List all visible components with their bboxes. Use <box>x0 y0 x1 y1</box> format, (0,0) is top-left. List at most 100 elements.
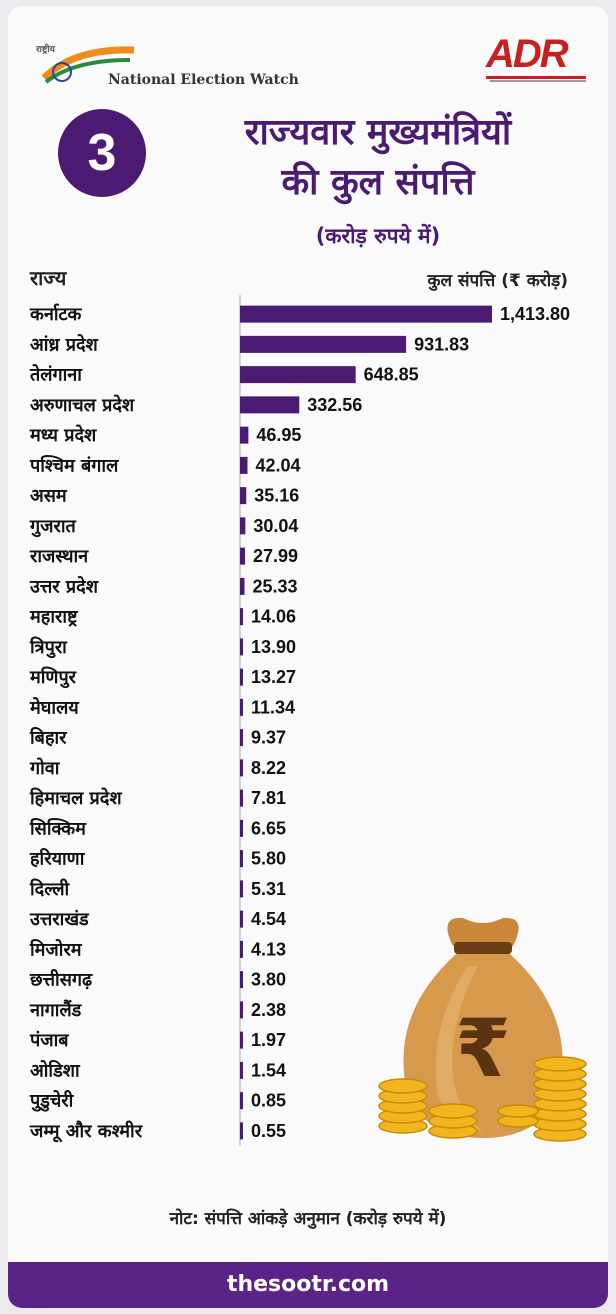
bar <box>240 517 246 535</box>
value-label: 1.97 <box>251 1030 286 1050</box>
bar <box>240 1031 243 1049</box>
category-label: मेघालय <box>29 696 80 718</box>
bar <box>240 366 356 384</box>
bar <box>240 789 243 807</box>
column-header-assets: कुल संपत्ति (₹ करोड़) <box>427 271 568 291</box>
category-label: मध्य प्रदेश <box>29 424 97 446</box>
bar <box>240 1061 243 1079</box>
category-label: मिजोरम <box>29 938 83 960</box>
bar <box>240 547 245 565</box>
section-number-badge: 3 <box>58 109 146 197</box>
footer-website: thesootr.com <box>8 1262 608 1308</box>
value-label: 13.90 <box>251 637 296 657</box>
assets-bar-chart: कर्नाटक 1,413.80 आंध्र प्रदेश 931.83 तेलंगान… <box>29 295 570 1146</box>
bar <box>240 759 243 777</box>
bar <box>240 305 492 323</box>
page-subtitle: (करोड़ रुपये में) <box>315 224 441 248</box>
value-label: 3.80 <box>251 970 286 990</box>
category-label: त्रिपुरा <box>29 636 68 659</box>
adr-subline <box>490 80 586 82</box>
rupee-symbol: ₹ <box>455 1002 511 1095</box>
bar <box>240 335 407 353</box>
category-label: ओडिशा <box>30 1059 81 1081</box>
value-label: 332.56 <box>307 395 362 415</box>
category-label: पुडुचेरी <box>29 1090 75 1113</box>
value-label: 1.54 <box>251 1060 286 1080</box>
value-label: 14.06 <box>251 607 296 627</box>
category-label: सिक्किम <box>29 817 87 839</box>
category-label: छत्तीसगढ़ <box>29 969 93 991</box>
bar <box>240 668 243 686</box>
adr-logo: ADR <box>486 32 586 84</box>
bar <box>240 487 247 505</box>
bar <box>240 577 245 595</box>
value-label: 4.13 <box>251 939 286 959</box>
column-header-state: राज्य <box>30 266 67 290</box>
category-label: बिहार <box>29 727 67 749</box>
org-name: National Election Watch <box>108 72 299 88</box>
value-label: 931.83 <box>414 334 469 354</box>
org-small-text: राष्ट्रीय <box>36 45 55 55</box>
page-title-line1: राज्यवार मुख्यमंत्रियों <box>244 112 512 153</box>
adr-underline <box>486 76 586 79</box>
category-label: हरियाणा <box>29 848 86 870</box>
bar <box>240 1092 243 1110</box>
category-label: उत्तराखंड <box>29 909 90 930</box>
bar <box>240 850 243 868</box>
bar <box>240 819 243 837</box>
bar <box>240 1122 243 1140</box>
adr-logo-text: ADR <box>486 32 569 76</box>
value-label: 25.33 <box>253 576 298 596</box>
category-label: दिल्ली <box>29 878 71 900</box>
bar <box>240 698 243 716</box>
value-label: 11.34 <box>251 697 295 717</box>
value-label: 27.99 <box>253 546 298 566</box>
money-bag-rupee-icon: ₹ <box>378 917 587 1142</box>
bar <box>240 396 300 414</box>
value-label: 1,413.80 <box>500 304 570 324</box>
national-election-watch-logo: राष्ट्रीय National Election Watch <box>30 24 299 88</box>
value-label: 2.38 <box>251 1000 286 1020</box>
bar <box>240 456 248 474</box>
value-label: 8.22 <box>251 758 286 778</box>
category-label: अरुणाचल प्रदेश <box>30 394 135 416</box>
category-label: महाराष्ट्र <box>29 607 79 628</box>
category-label: जम्मू और कश्मीर <box>29 1120 143 1143</box>
bar <box>240 729 243 747</box>
bar <box>240 971 243 989</box>
category-label: गोवा <box>29 757 61 779</box>
bar <box>240 910 243 928</box>
value-label: 6.65 <box>251 818 286 838</box>
value-label: 0.55 <box>251 1121 286 1141</box>
bar <box>240 880 243 898</box>
value-label: 30.04 <box>253 516 298 536</box>
footnote: नोट: संपत्ति आंकड़े अनुमान (करोड़ रुपये … <box>169 1209 447 1229</box>
category-label: नागालैंड <box>29 999 83 1021</box>
bar <box>240 1001 243 1019</box>
category-label: पंजाब <box>29 1030 69 1051</box>
page-title-line2: की कुल संपत्ति <box>281 162 475 203</box>
bar <box>240 426 249 444</box>
category-label: आंध्र प्रदेश <box>30 333 99 355</box>
value-label: 648.85 <box>364 365 419 385</box>
category-label: उत्तर प्रदेश <box>29 575 99 597</box>
value-label: 46.95 <box>256 425 301 445</box>
value-label: 5.80 <box>251 849 286 869</box>
value-label: 42.04 <box>255 455 300 475</box>
value-label: 9.37 <box>251 728 286 748</box>
infographic-card: राष्ट्रीय National Election Watch ADR 3 … <box>8 6 608 1308</box>
election-watch-emblem-icon <box>41 46 135 84</box>
category-label: गुजरात <box>29 516 77 538</box>
value-label: 13.27 <box>251 667 296 687</box>
value-label: 4.54 <box>251 909 286 929</box>
value-label: 7.81 <box>251 788 286 808</box>
category-label: तेलंगाना <box>29 364 83 386</box>
category-label: असम <box>30 486 68 507</box>
category-label: हिमाचल प्रदेश <box>29 787 122 809</box>
value-label: 0.85 <box>251 1091 286 1111</box>
value-label: 35.16 <box>254 486 299 506</box>
category-label: मणिपुर <box>29 666 77 689</box>
bar <box>240 638 243 656</box>
category-label: कर्नाटक <box>29 303 83 325</box>
bar <box>240 940 243 958</box>
